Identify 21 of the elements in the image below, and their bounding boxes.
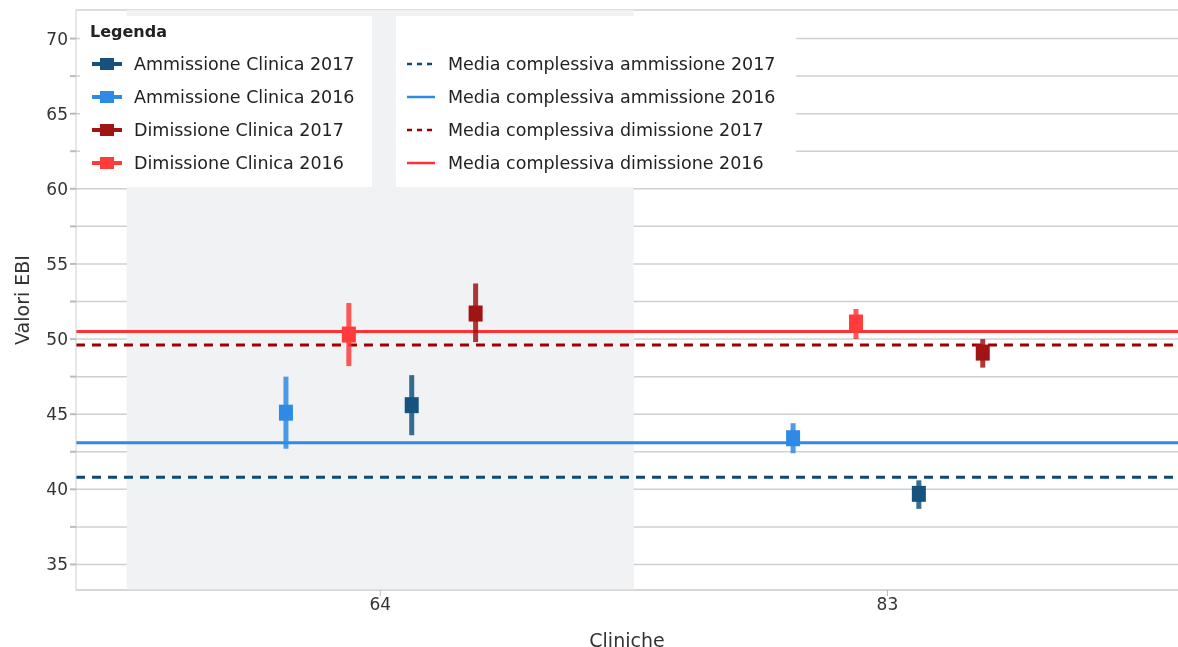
- legend-title: Legenda: [90, 22, 168, 41]
- legend-label: Media complessiva ammissione 2016: [448, 86, 776, 107]
- y-axis-title: Valori EBI: [10, 254, 34, 347]
- y-tick-label: 65: [46, 103, 68, 124]
- x-tick-label: 64: [369, 594, 392, 615]
- legend-label: Ammissione Clinica 2016: [134, 86, 355, 107]
- legend-label: Dimissione Clinica 2016: [134, 152, 344, 173]
- y-tick-label: 40: [46, 479, 68, 500]
- y-tick-label: 60: [46, 178, 68, 199]
- y-tick-label: 70: [46, 28, 68, 49]
- legend-label: Ammissione Clinica 2017: [134, 53, 355, 74]
- y-tick-label: 35: [46, 554, 68, 575]
- y-tick-label: 45: [46, 404, 68, 425]
- y-tick-label: 50: [46, 329, 68, 350]
- legend-label: Dimissione Clinica 2017: [134, 119, 344, 140]
- legend-label: Media complessiva dimissione 2016: [448, 152, 764, 173]
- y-tick-label: 55: [46, 253, 68, 274]
- legend-label: Media complessiva dimissione 2017: [448, 119, 764, 140]
- x-tick-label: 83: [876, 594, 899, 615]
- x-axis-title: Cliniche: [589, 629, 665, 647]
- legend-label: Media complessiva ammissione 2017: [448, 53, 776, 74]
